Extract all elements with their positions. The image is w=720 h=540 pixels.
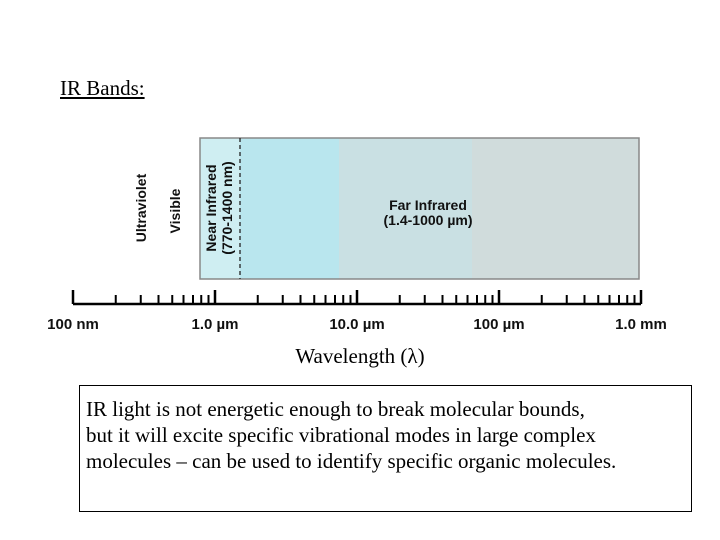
wavelength-axis — [71, 290, 643, 306]
axis-label-1um: 1.0 µm — [192, 316, 239, 333]
visible-label: Visible — [167, 188, 183, 233]
axis-labels: 100 nm 1.0 µm 10.0 µm 100 µm 1.0 mm — [47, 316, 667, 333]
description-line-1: IR light is not energetic enough to brea… — [86, 397, 585, 421]
far-infrared-range: (1.4-1000 µm) — [384, 212, 473, 228]
axis-label-1mm: 1.0 mm — [615, 316, 667, 333]
mid-infrared-band — [240, 138, 339, 279]
spectrum-diagram: Ultraviolet Visible Near Infrared (770-1… — [47, 137, 667, 333]
extreme-infrared-band — [472, 138, 639, 279]
description-box: IR light is not energetic enough to brea… — [79, 385, 692, 512]
ultraviolet-label: Ultraviolet — [133, 173, 149, 242]
axis-label-100nm: 100 nm — [47, 316, 99, 333]
far-infrared-band — [339, 138, 472, 279]
near-infrared-label: Near Infrared — [203, 164, 219, 251]
description-line-2: but it will excite specific vibrational … — [86, 423, 596, 447]
axis-title: Wavelength (λ) — [295, 344, 425, 368]
near-infrared-band — [200, 138, 240, 279]
axis-label-10um: 10.0 µm — [329, 316, 384, 333]
axis-label-100um: 100 µm — [473, 316, 524, 333]
description-line-3: molecules – can be used to identify spec… — [86, 449, 617, 473]
infrared-panel-border — [199, 137, 640, 280]
far-infrared-label: Far Infrared — [389, 197, 467, 213]
near-infrared-range: (770-1400 nm) — [219, 161, 235, 254]
heading: IR Bands: — [60, 76, 145, 100]
